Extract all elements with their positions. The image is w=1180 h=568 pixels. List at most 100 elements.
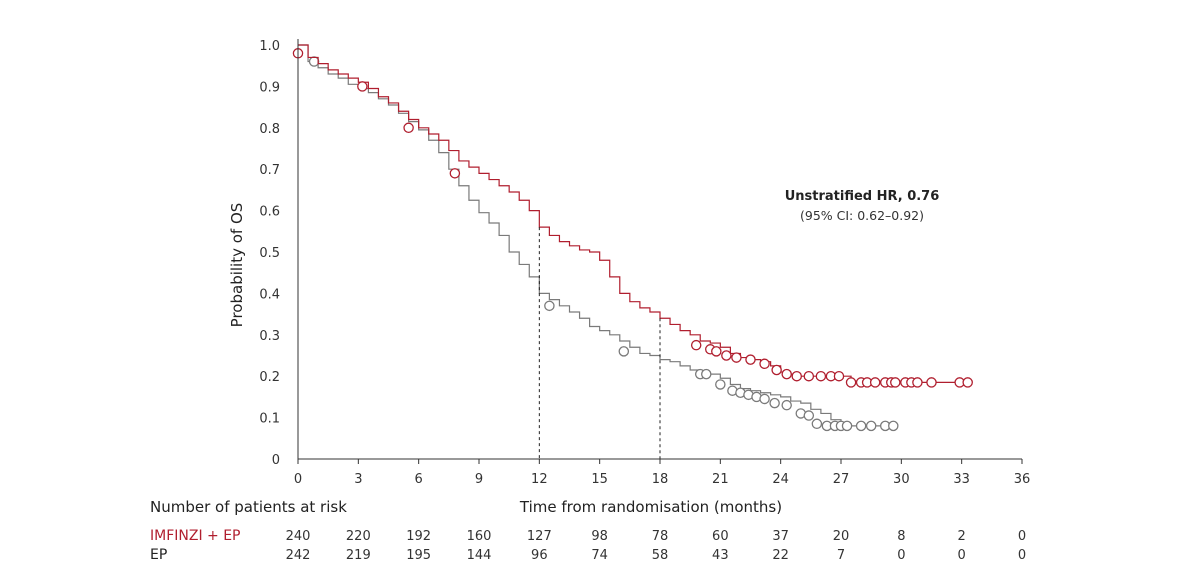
- censor-mark: [759, 358, 770, 370]
- reference-lines: [538, 227, 661, 459]
- censor-mark: [803, 370, 815, 382]
- censor-mark: [781, 368, 792, 380]
- censor-mark: [781, 399, 792, 411]
- y-ticks: 0 0.1 0.2 0.3 0.4 0.5 0.6 0.7 0.8 0.9 1.0: [259, 39, 280, 468]
- risk-count: 0: [958, 548, 966, 563]
- risk-count: 0: [1018, 529, 1026, 544]
- y-tick-label: 0.6: [259, 205, 280, 220]
- censor-mark: [912, 377, 923, 388]
- censor-mark: [308, 56, 320, 67]
- censor-mark: [791, 370, 803, 382]
- risk-count: 98: [591, 529, 608, 544]
- censor-mark: [449, 168, 461, 179]
- risk-count: 219: [346, 548, 371, 563]
- censor-mark: [544, 300, 555, 312]
- censor-mark: [771, 364, 782, 376]
- y-tick-label: 0.7: [259, 163, 280, 178]
- censor-mark: [769, 397, 780, 409]
- x-tick-label: 33: [953, 472, 970, 487]
- risk-count: 20: [833, 529, 850, 544]
- series-ep: [298, 44, 899, 432]
- censor-mark: [869, 377, 881, 388]
- hr-annotation-title: Unstratified HR, 0.76: [785, 189, 940, 204]
- risk-count: 43: [712, 548, 729, 563]
- censor-mark: [833, 370, 845, 382]
- x-tick-label: 6: [415, 472, 423, 487]
- series-imfinzi-ep: [292, 44, 973, 388]
- censor-mark: [815, 370, 827, 382]
- risk-row-label: IMFINZI + EP: [150, 528, 241, 544]
- censor-mark: [890, 377, 901, 388]
- censor-mark: [888, 420, 899, 432]
- hr-annotation-ci: (95% CI: 0.62–0.92): [800, 208, 924, 223]
- risk-count: 0: [1018, 548, 1026, 563]
- risk-count: 37: [772, 529, 789, 544]
- y-tick-label: 0: [272, 453, 280, 468]
- x-tick-label: 24: [772, 472, 789, 487]
- risk-count: 7: [837, 548, 845, 563]
- y-tick-label: 0.9: [259, 80, 280, 95]
- axes: [297, 39, 1022, 460]
- risk-count: 22: [772, 548, 789, 563]
- censor-mark: [711, 346, 722, 357]
- y-tick-label: 0.8: [259, 122, 280, 137]
- censor-mark: [357, 81, 368, 92]
- censor-mark: [926, 377, 937, 388]
- survival-curve: [298, 44, 898, 427]
- x-tick-label: 3: [354, 472, 362, 487]
- risk-count: 78: [652, 529, 669, 544]
- x-tick-label: 9: [475, 472, 483, 487]
- y-tick-label: 1.0: [259, 39, 280, 54]
- risk-count: 0: [897, 548, 905, 563]
- censor-mark: [690, 339, 702, 351]
- x-tick-label: 18: [652, 472, 669, 487]
- risk-count: 8: [897, 529, 905, 544]
- series-layer: [292, 44, 973, 432]
- y-tick-label: 0.2: [259, 370, 280, 385]
- x-tick-label: 15: [591, 472, 608, 487]
- censor-mark: [731, 352, 742, 363]
- censor-mark: [855, 420, 867, 432]
- censor-mark: [403, 122, 414, 134]
- risk-count: 144: [467, 548, 492, 563]
- censor-mark: [845, 377, 857, 388]
- censor-mark: [803, 410, 815, 421]
- censor-mark: [715, 379, 726, 390]
- risk-count: 220: [346, 529, 371, 544]
- censor-mark: [618, 346, 630, 357]
- risk-count: 60: [712, 529, 729, 544]
- risk-count: 96: [531, 548, 548, 563]
- censor-mark: [721, 350, 732, 361]
- risk-count: 240: [286, 529, 311, 544]
- x-tick-label: 0: [294, 472, 302, 487]
- x-tick-label: 30: [893, 472, 910, 487]
- censor-mark: [701, 368, 712, 380]
- x-tick-label: 36: [1014, 472, 1031, 487]
- censor-mark: [865, 420, 877, 432]
- risk-count: 74: [591, 548, 608, 563]
- y-tick-label: 0.4: [259, 287, 280, 302]
- risk-count: 160: [467, 529, 492, 544]
- risk-count: 192: [406, 529, 431, 544]
- risk-count: 58: [652, 548, 669, 563]
- y-axis-label: Probability of OS: [228, 203, 246, 328]
- y-tick-label: 0.5: [259, 246, 280, 261]
- risk-row-label: EP: [150, 547, 167, 563]
- risk-count: 127: [527, 529, 552, 544]
- y-tick-label: 0.1: [259, 412, 280, 427]
- censor-mark: [745, 354, 756, 365]
- risk-count: 2: [958, 529, 966, 544]
- censor-mark: [841, 420, 853, 432]
- risk-count: 242: [286, 548, 311, 563]
- x-axis-label: Time from randomisation (months): [519, 498, 782, 516]
- x-ticks: 0 3 6 9 12 15 18 21 24 27 30 33 36: [294, 459, 1030, 487]
- risk-table-title: Number of patients at risk: [150, 498, 347, 516]
- censor-mark: [962, 377, 973, 388]
- risk-table: IMFINZI + EP 240 220 192 160 127 98 78 60 37 20 8 2 0…: [150, 528, 1026, 563]
- censor-mark: [759, 393, 770, 405]
- censor-mark: [811, 418, 823, 430]
- x-tick-label: 27: [833, 472, 850, 487]
- risk-count: 195: [406, 548, 431, 563]
- x-tick-label: 21: [712, 472, 729, 487]
